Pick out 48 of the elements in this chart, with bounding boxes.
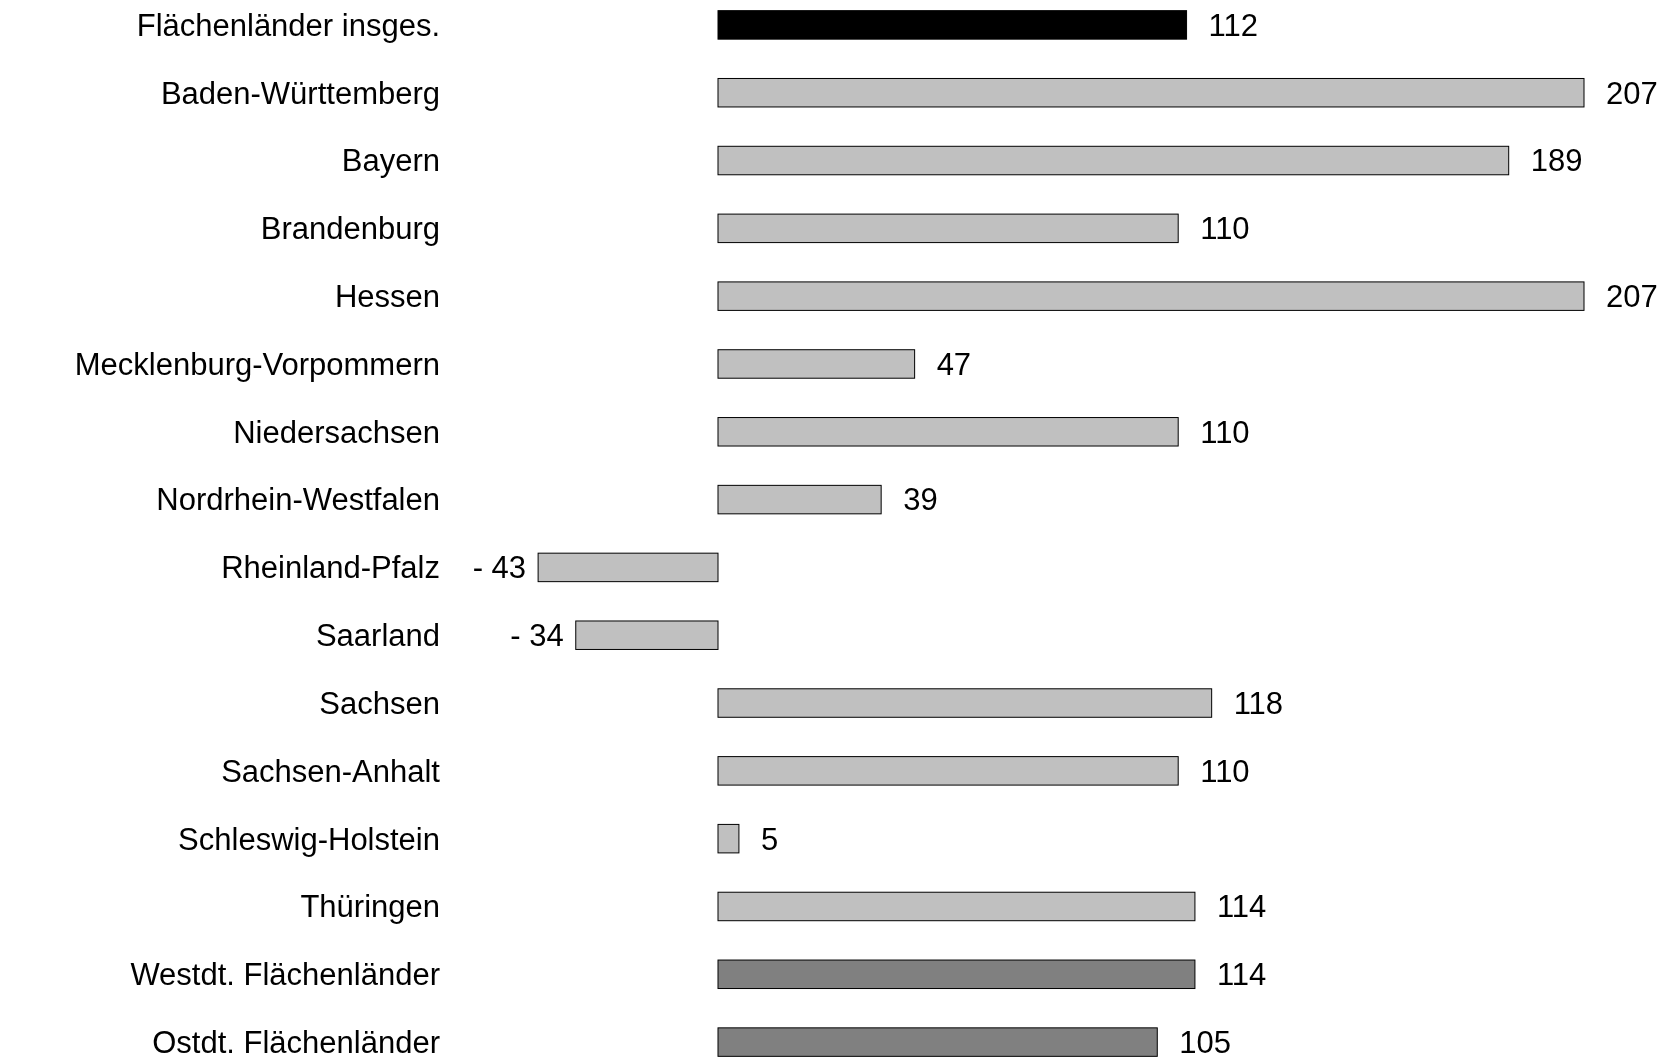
y-tick-label: Sachsen-Anhalt	[221, 753, 441, 789]
y-tick-label: Ostdt. Flächenländer	[152, 1024, 440, 1060]
bar	[717, 417, 1179, 447]
bar	[717, 213, 1179, 244]
bar	[717, 349, 916, 379]
y-tick-label: Thüringen	[300, 889, 440, 925]
data-label: - 43	[472, 550, 527, 586]
bar	[717, 77, 1585, 108]
bar	[717, 484, 882, 515]
data-label: 114	[1216, 889, 1267, 925]
y-tick-label: Hessen	[334, 279, 440, 315]
data-label: 47	[936, 346, 972, 382]
data-label: 105	[1179, 1024, 1232, 1060]
data-label: 110	[1200, 414, 1250, 450]
bar	[717, 959, 1196, 990]
data-label: - 34	[510, 618, 564, 654]
data-label: 189	[1530, 143, 1583, 179]
data-label: 39	[903, 482, 938, 518]
y-tick-label: Sachsen	[319, 685, 440, 721]
y-tick-label: Brandenburg	[260, 211, 440, 247]
bar	[717, 891, 1196, 922]
bar	[717, 688, 1213, 718]
bar	[717, 823, 740, 854]
y-tick-label: Mecklenburg-Vorpommern	[74, 346, 440, 382]
bar	[717, 1027, 1158, 1057]
data-label: 118	[1233, 685, 1284, 721]
bar	[717, 145, 1510, 176]
y-tick-label: Baden-Württemberg	[160, 75, 440, 111]
bar	[717, 10, 1188, 40]
data-label: 5	[760, 821, 779, 857]
y-tick-label: Saarland	[315, 618, 440, 654]
y-tick-label: Nordrhein-Westfalen	[156, 482, 440, 518]
y-tick-label: Rheinland-Pfalz	[221, 550, 440, 586]
y-tick-label: Schleswig-Holstein	[178, 821, 440, 857]
bar	[575, 620, 719, 650]
data-label: 112	[1208, 7, 1258, 43]
data-label: 110	[1200, 753, 1250, 789]
data-label: 207	[1606, 279, 1658, 315]
y-tick-label: Westdt. Flächenländer	[130, 957, 440, 993]
data-label: 114	[1216, 957, 1267, 993]
data-label: 207	[1606, 75, 1658, 111]
bar	[717, 756, 1179, 786]
bar	[537, 552, 719, 583]
y-tick-label: Niedersachsen	[233, 414, 440, 450]
y-tick-label: Bayern	[341, 143, 440, 179]
data-label: 110	[1200, 211, 1250, 247]
y-tick-label: Flächenländer insges.	[136, 7, 440, 43]
bar	[717, 281, 1585, 311]
